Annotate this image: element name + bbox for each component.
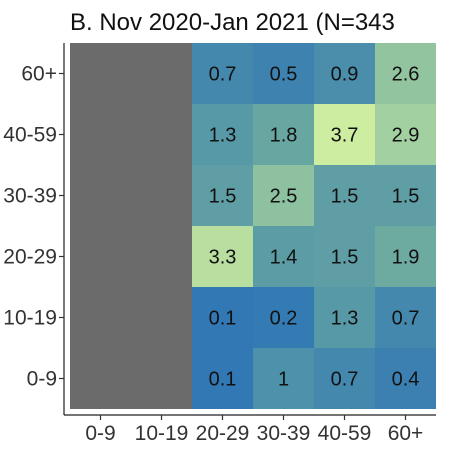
axes: 0-9 10-19 20-29 30-39 40-59 60+ 0-9 10-19 20-29 3… <box>3 43 436 445</box>
heatmap-cell <box>253 104 314 165</box>
x-tick-label: 60+ <box>388 422 424 445</box>
heatmap-cell <box>192 226 253 287</box>
heatmap-cell <box>253 287 314 348</box>
heatmap-cell <box>314 287 375 348</box>
missing-column-0-9 <box>70 43 131 409</box>
cell-value-label: 0.1 <box>209 369 237 391</box>
cell-value-label: 1.3 <box>331 308 359 330</box>
cell-value-label: 1.3 <box>209 125 237 147</box>
heatmap-cell <box>314 226 375 287</box>
x-tick-label: 30-39 <box>257 422 311 445</box>
cell-value-label: 3.3 <box>209 247 237 269</box>
heatmap-cell <box>253 226 314 287</box>
missing-column-10-19 <box>131 43 192 409</box>
cell-value-label: 0.7 <box>209 64 237 86</box>
cell-value-label: 0.1 <box>209 308 237 330</box>
cell-value-label: 1.5 <box>331 186 359 208</box>
cell-value-label: 0.5 <box>270 64 298 86</box>
heatmap-cell <box>253 43 314 104</box>
y-tick-label: 0-9 <box>27 368 57 391</box>
cell-value-label: 2.5 <box>270 186 298 208</box>
y-tick-label: 20-29 <box>3 246 57 269</box>
x-tick-label: 0-9 <box>85 422 115 445</box>
chart-title: B. Nov 2020-Jan 2021 (N=343 <box>70 9 395 36</box>
heatmap-cell <box>253 165 314 226</box>
heatmap-cell <box>375 43 436 104</box>
x-tick-label: 10-19 <box>135 422 189 445</box>
cell-value-label: 0.2 <box>270 308 298 330</box>
y-tick-label: 10-19 <box>3 307 57 330</box>
cell-value-label: 0.7 <box>331 369 359 391</box>
cell-value-label: 0.9 <box>331 64 359 86</box>
x-tick-label: 20-29 <box>196 422 250 445</box>
heatmap-cell <box>314 43 375 104</box>
heatmap-cell <box>375 348 436 409</box>
heatmap-cell <box>375 226 436 287</box>
heatmap-cell <box>192 165 253 226</box>
y-tick-label: 30-39 <box>3 185 57 208</box>
cell-value-label: 2.6 <box>392 64 420 86</box>
heatmap-cells <box>70 43 436 409</box>
heatmap-cell <box>314 104 375 165</box>
cell-value-label: 1.4 <box>270 247 298 269</box>
heatmap-cell <box>192 348 253 409</box>
heatmap-cell <box>314 348 375 409</box>
cell-value-labels: 0.1 1 0.7 0.4 0.1 0.2 1.3 0.7 3.3 1.4 1.5 1.9 1.5 2.5… <box>209 64 420 391</box>
cell-value-label: 2.9 <box>392 125 420 147</box>
cell-value-label: 1 <box>278 369 289 391</box>
heatmap-cell <box>253 348 314 409</box>
heatmap-cell <box>375 104 436 165</box>
cell-value-label: 1.5 <box>209 186 237 208</box>
heatmap-cell <box>375 165 436 226</box>
heatmap-cell <box>375 287 436 348</box>
cell-value-label: 1.5 <box>392 186 420 208</box>
y-tick-label: 60+ <box>21 63 57 86</box>
y-tick-label: 40-59 <box>3 124 57 147</box>
cell-value-label: 0.4 <box>392 369 420 391</box>
cell-value-label: 3.7 <box>331 125 359 147</box>
heatmap-cell <box>192 43 253 104</box>
heatmap-cell <box>314 165 375 226</box>
heatmap-cell <box>192 287 253 348</box>
cell-value-label: 0.7 <box>392 308 420 330</box>
heatmap-cell <box>192 104 253 165</box>
cell-value-label: 1.9 <box>392 247 420 269</box>
cell-value-label: 1.8 <box>270 125 298 147</box>
cell-value-label: 1.5 <box>331 247 359 269</box>
x-tick-label: 40-59 <box>318 422 372 445</box>
